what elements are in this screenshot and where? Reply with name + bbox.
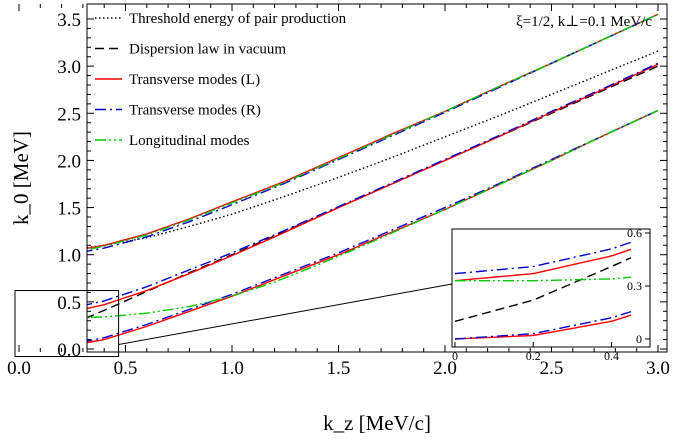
legend: Threshold energy of pair production Dispe… — [95, 11, 347, 149]
series-line-3-branch-2 — [87, 13, 659, 252]
y-tick-label: 2.0 — [57, 151, 81, 172]
inset-group: 0 0.2 0.4 0 0.3 0.6 — [451, 139, 651, 363]
y-tick-label: 0.0 — [57, 340, 81, 361]
y-tick-label: 1.0 — [57, 246, 81, 267]
x-tick-label: 2.5 — [540, 358, 564, 379]
x-tick-label: 1.0 — [220, 358, 244, 379]
inset-series-line-2-branch-1 — [454, 248, 632, 282]
axis-ticks-group: 0.0 0.5 1.0 1.5 2.0 2.5 3.0 0.0 0.5 1.0 1.5 2.0 2.5 3… — [7, 4, 670, 379]
inset-series-line-3-branch-1 — [454, 241, 632, 275]
inset-series-line-1-branch-0 — [454, 257, 632, 323]
legend-label: Threshold energy of pair production — [129, 11, 347, 27]
inset-x-tick-label: 0 — [452, 349, 458, 363]
legend-label: Transverse modes (R) — [129, 103, 261, 119]
plot-frame — [86, 3, 668, 353]
y-tick-label: 3.0 — [57, 57, 81, 78]
x-tick-label: 3.0 — [646, 358, 670, 379]
y-tick-label: 1.5 — [57, 199, 81, 220]
series-line-0-branch-0 — [87, 50, 659, 249]
legend-label: Transverse modes (L) — [129, 72, 260, 88]
inset-y-tick-label: 0 — [636, 332, 642, 346]
x-tick-label: 1.5 — [327, 358, 351, 379]
series-line-1-branch-0 — [87, 65, 659, 319]
legend-label: Longitudinal modes — [129, 133, 250, 149]
x-tick-label: 0.5 — [114, 358, 138, 379]
series-line-3-branch-1 — [87, 62, 659, 306]
inset-y-tick-label: 0.3 — [627, 279, 642, 293]
series-line-2-branch-2 — [87, 13, 659, 250]
inset-series-line-4-branch-0 — [455, 276, 632, 282]
series-line-4-branch-1 — [87, 13, 659, 251]
legend-label: Dispersion law in vacuum — [129, 42, 286, 58]
annotation-label: ξ=1/2, k⊥=0.1 MeV/c — [516, 14, 652, 30]
zoom-connector-line — [118, 283, 453, 346]
inset-series-group — [454, 139, 632, 340]
y-axis-title: k_0 [MeV] — [9, 131, 33, 225]
y-tick-label: 2.5 — [57, 104, 81, 125]
inset-x-tick-label: 0.2 — [526, 349, 541, 363]
y-tick-label: 3.5 — [57, 10, 81, 31]
x-tick-label: 0.0 — [7, 358, 31, 379]
series-line-3-branch-0 — [87, 109, 659, 342]
y-tick-label: 0.5 — [57, 293, 81, 314]
series-line-2-branch-1 — [87, 63, 659, 310]
inset-x-tick-label: 0.4 — [604, 349, 619, 363]
inset-series-line-3-branch-0 — [454, 310, 632, 340]
x-axis-title: k_z [MeV/c] — [323, 411, 431, 435]
inset-series-line-3-branch-2 — [455, 145, 631, 170]
x-tick-label: 2.0 — [433, 358, 457, 379]
zoom-box — [14, 290, 120, 358]
inset-series-line-2-branch-2 — [455, 139, 631, 164]
inset-frame — [451, 228, 651, 348]
inset-y-tick-label: 0.6 — [627, 226, 642, 240]
zoom-indicator-group — [14, 283, 453, 358]
main-series-group — [87, 13, 659, 344]
